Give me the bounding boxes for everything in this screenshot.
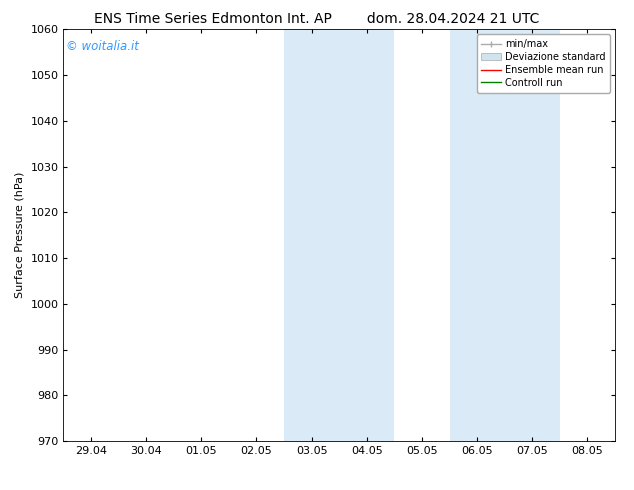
Text: ENS Time Series Edmonton Int. AP        dom. 28.04.2024 21 UTC: ENS Time Series Edmonton Int. AP dom. 28… [94,12,540,26]
Legend: min/max, Deviazione standard, Ensemble mean run, Controll run: min/max, Deviazione standard, Ensemble m… [477,34,610,93]
Text: © woitalia.it: © woitalia.it [66,40,139,53]
Bar [284,29,394,441]
Y-axis label: Surface Pressure (hPa): Surface Pressure (hPa) [15,172,25,298]
Bar [450,29,560,441]
